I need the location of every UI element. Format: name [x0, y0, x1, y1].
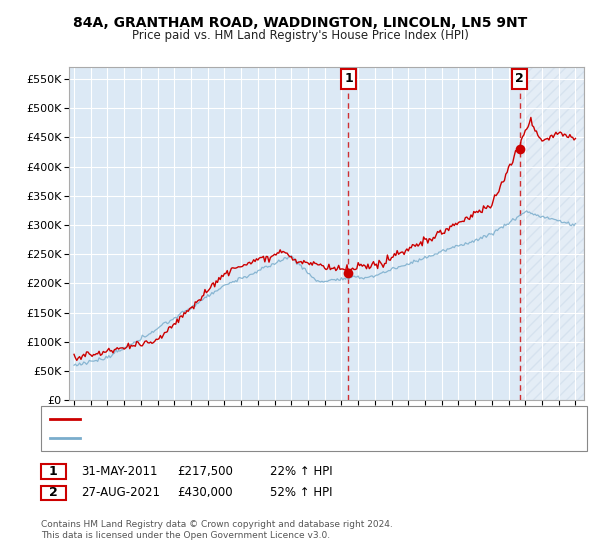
Text: £430,000: £430,000 — [177, 486, 233, 500]
Text: Contains HM Land Registry data © Crown copyright and database right 2024.
This d: Contains HM Land Registry data © Crown c… — [41, 520, 392, 540]
Text: 52% ↑ HPI: 52% ↑ HPI — [270, 486, 332, 500]
Text: 84A, GRANTHAM ROAD, WADDINGTON, LINCOLN, LN5 9NT: 84A, GRANTHAM ROAD, WADDINGTON, LINCOLN,… — [73, 16, 527, 30]
Bar — [520, 67, 584, 400]
Text: 2: 2 — [515, 72, 524, 85]
Text: £217,500: £217,500 — [177, 465, 233, 478]
Text: 84A, GRANTHAM ROAD, WADDINGTON, LINCOLN, LN5 9NT (detached house): 84A, GRANTHAM ROAD, WADDINGTON, LINCOLN,… — [86, 413, 484, 423]
Text: 27-AUG-2021: 27-AUG-2021 — [81, 486, 160, 500]
Bar — [520, 67, 584, 400]
Text: 22% ↑ HPI: 22% ↑ HPI — [270, 465, 332, 478]
Text: Price paid vs. HM Land Registry's House Price Index (HPI): Price paid vs. HM Land Registry's House … — [131, 29, 469, 42]
Text: 31-MAY-2011: 31-MAY-2011 — [81, 465, 157, 478]
Text: 2: 2 — [49, 486, 58, 500]
Text: 1: 1 — [344, 72, 353, 85]
Text: 1: 1 — [49, 465, 58, 478]
Text: HPI: Average price, detached house, North Kesteven: HPI: Average price, detached house, Nort… — [86, 433, 359, 444]
